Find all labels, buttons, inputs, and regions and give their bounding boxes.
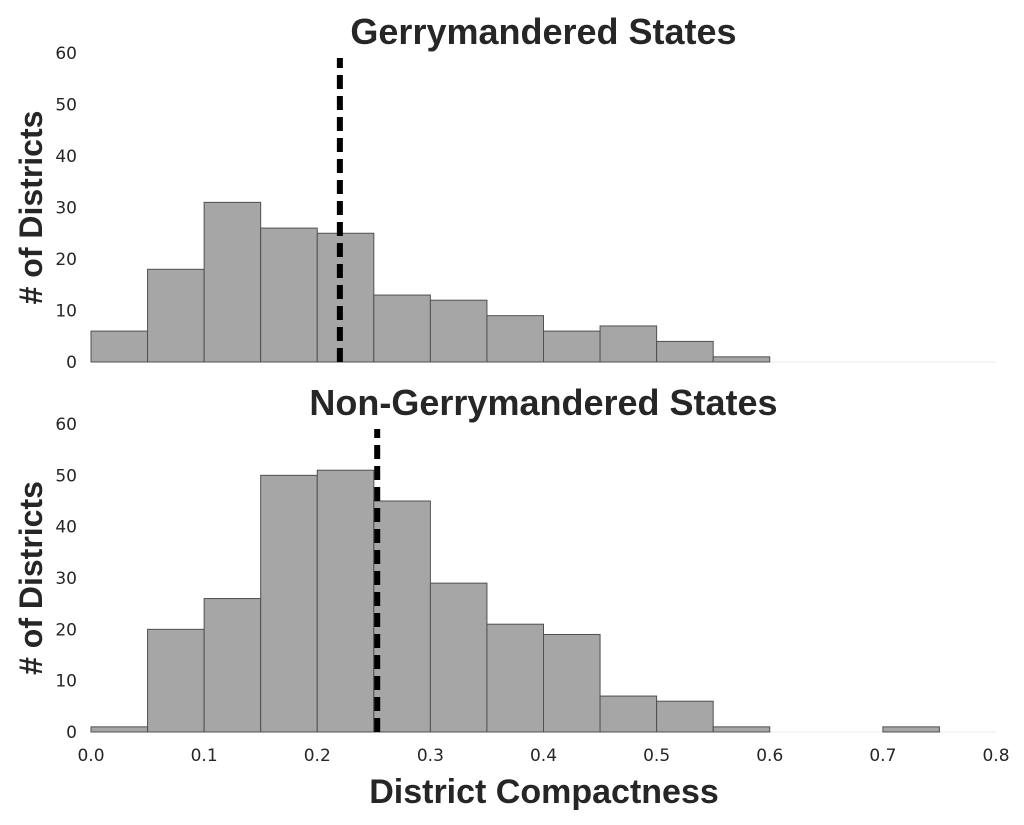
- histogram-bar: [599, 325, 658, 363]
- y-tick-label: 40: [55, 147, 77, 167]
- histogram-bar: [712, 356, 771, 363]
- histogram-bar: [429, 582, 488, 733]
- y-tick-label: 10: [55, 672, 77, 692]
- histogram-bar: [203, 201, 262, 363]
- histogram-bar: [316, 469, 375, 733]
- y-tick-label: 60: [55, 44, 77, 64]
- x-tick-label: 0.8: [982, 746, 1009, 766]
- x-tick-label: 0.0: [77, 746, 104, 766]
- y-tick-label: 30: [55, 569, 77, 589]
- histogram-bar: [373, 294, 431, 363]
- x-tick-label: 0.4: [530, 746, 557, 766]
- panel-title: Non-Gerrymandered States: [309, 382, 777, 423]
- histogram-bar: [316, 232, 375, 363]
- x-tick-label: 0.3: [417, 746, 444, 766]
- y-tick-label: 40: [55, 518, 77, 538]
- histogram-bar: [147, 268, 205, 363]
- histogram-bar: [486, 623, 544, 733]
- histogram-bar: [882, 726, 940, 733]
- y-tick-label: 60: [55, 415, 77, 435]
- x-tick-label: 0.6: [756, 746, 783, 766]
- y-tick-label: 0: [66, 353, 77, 373]
- histogram-bar: [260, 474, 318, 733]
- y-tick-label: 50: [55, 466, 77, 486]
- x-tick-label: 0.1: [191, 746, 218, 766]
- histogram-bar: [543, 633, 601, 733]
- histogram-bar: [656, 340, 714, 363]
- y-axis-label: # of Districts: [13, 481, 49, 675]
- histogram-bar: [656, 700, 714, 733]
- y-axis-label: # of Districts: [13, 111, 49, 305]
- histogram-bar: [429, 299, 488, 363]
- histogram-bar: [90, 330, 149, 363]
- histogram-bar: [147, 628, 205, 733]
- histogram-bar: [90, 726, 149, 733]
- y-tick-label: 0: [66, 723, 77, 743]
- y-tick-label: 30: [55, 199, 77, 219]
- y-tick-label: 10: [55, 302, 77, 322]
- panel-gerrymandered: 0 10 20 30 40 50 60 Gerrymandered States # of Di…: [13, 11, 996, 373]
- panel-non-gerrymandered: 0 10 20 30 40 50 60 0.0 0.1 0.2 0.3 0.4 0.5 0.6 0.7 0.8…: [13, 382, 1010, 766]
- y-tick-label: 50: [55, 96, 77, 116]
- x-tick-label: 0.2: [304, 746, 331, 766]
- histogram-bar: [599, 695, 658, 733]
- histogram-bar: [543, 330, 601, 363]
- histogram-bar: [486, 315, 544, 363]
- y-tick-label: 20: [55, 620, 77, 640]
- histogram-bar: [203, 598, 262, 733]
- histogram-bar: [373, 500, 431, 733]
- x-tick-label: 0.5: [643, 746, 670, 766]
- histogram-bar: [260, 227, 318, 363]
- y-tick-label: 20: [55, 250, 77, 270]
- panel-title: Gerrymandered States: [350, 11, 736, 52]
- x-tick-label: 0.7: [869, 746, 896, 766]
- x-axis-label: District Compactness: [369, 773, 719, 811]
- histogram-bar: [712, 726, 771, 733]
